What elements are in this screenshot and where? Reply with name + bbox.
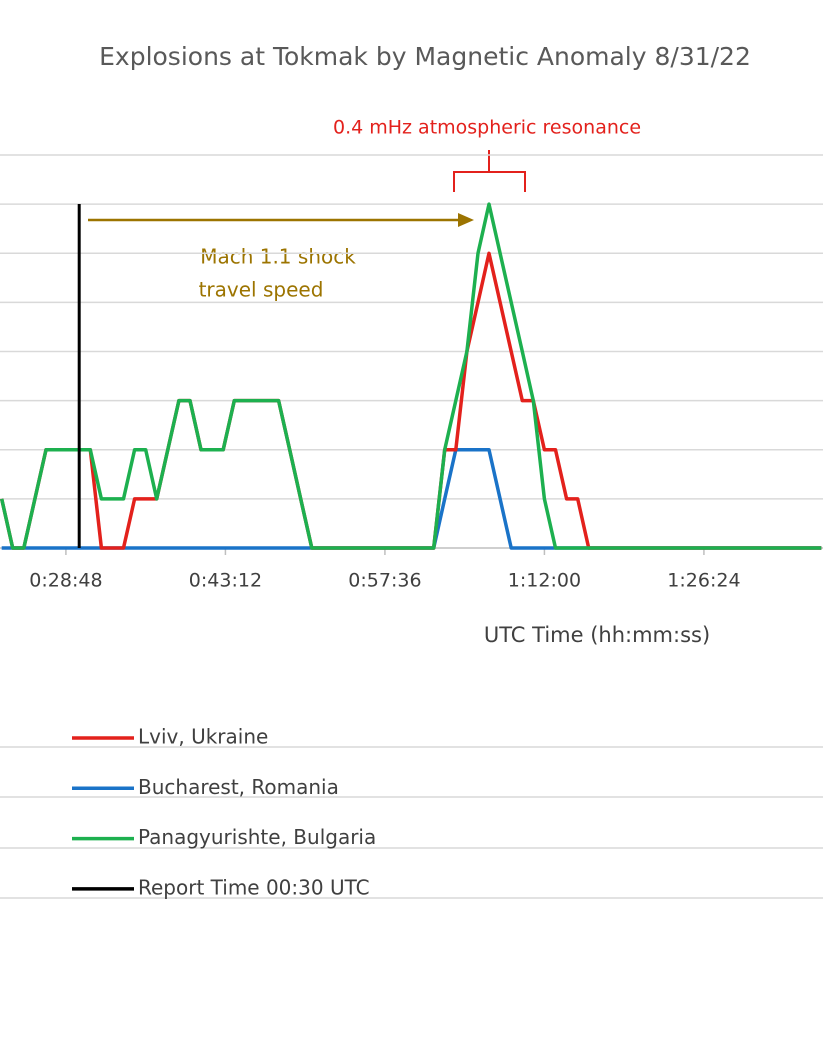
legend-label: Report Time 00:30 UTC [138, 875, 370, 899]
chart-title: Explosions at Tokmak by Magnetic Anomaly… [99, 42, 751, 71]
legend-rules [0, 746, 823, 899]
series-line [0, 202, 822, 550]
annotation: travel speed [199, 278, 324, 302]
bracket [453, 150, 526, 192]
x-tick-label: 0:57:36 [348, 570, 421, 592]
legend-label: Lviv, Ukraine [138, 725, 268, 749]
annotation: 0.4 mHz atmospheric resonance [333, 117, 641, 139]
annotation: Mach 1.1 shock [200, 245, 356, 269]
legend-label: Bucharest, Romania [138, 775, 339, 799]
x-tick-label: 0:43:12 [189, 570, 262, 592]
x-axis-label: UTC Time (hh:mm:ss) [484, 623, 710, 647]
x-tick-label: 1:26:24 [667, 570, 740, 592]
arrow-head [458, 213, 474, 227]
x-tick-label: 1:12:00 [508, 570, 581, 592]
x-tick-label: 0:28:48 [29, 570, 102, 592]
legend-label: Panagyurishte, Bulgaria [138, 825, 376, 849]
annotation-background [180, 240, 400, 306]
